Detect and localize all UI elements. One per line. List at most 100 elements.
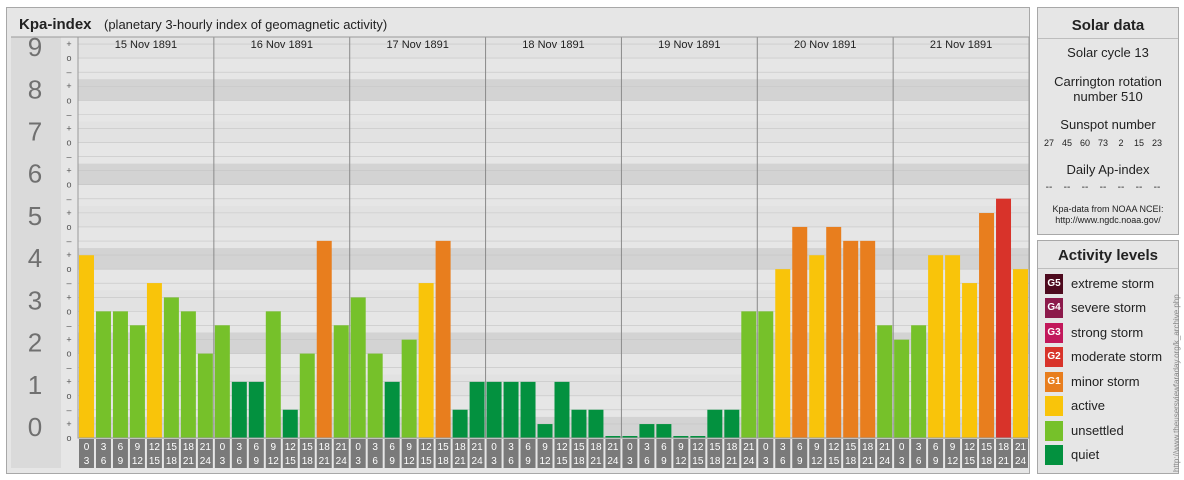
grid-band <box>78 37 1029 59</box>
interval-label-box <box>979 439 995 468</box>
interval-start-label: 3 <box>372 442 378 453</box>
kp-bar <box>690 436 706 438</box>
interval-end-label: 6 <box>916 456 922 467</box>
kp-bar <box>163 297 179 438</box>
interval-label-box <box>996 439 1012 468</box>
interval-label-box <box>639 439 655 468</box>
kp-bar <box>537 424 553 438</box>
daily-ap-value: -- <box>1099 182 1107 193</box>
interval-label-box <box>928 439 944 468</box>
interval-label-box <box>367 439 383 468</box>
activity-levels-panel: Activity levels G5 extreme storm G4 seve… <box>1037 240 1179 474</box>
kp-bar <box>860 240 876 438</box>
interval-end-label: 21 <box>590 456 602 467</box>
interval-label-box <box>656 439 672 468</box>
interval-label-box <box>129 439 145 468</box>
interval-start-label: 18 <box>319 442 331 453</box>
daily-ap-value: -- <box>1045 182 1053 193</box>
interval-label-box <box>486 439 502 468</box>
data-source-line1: Kpa-data from NOAA NCEI: <box>1052 204 1164 214</box>
interval-end-label: 21 <box>726 456 738 467</box>
interval-start-label: 3 <box>644 442 650 453</box>
sub-tick-label: o <box>66 180 71 190</box>
kp-bar <box>95 311 111 438</box>
kp-bar <box>452 409 468 438</box>
legend-label: moderate storm <box>1071 349 1163 364</box>
sub-tick-label: + <box>66 123 71 133</box>
interval-label-box <box>79 439 94 468</box>
sub-tick-label: o <box>66 349 71 359</box>
interval-start-label: 18 <box>726 442 738 453</box>
y-tick-label: 9 <box>28 32 42 62</box>
kp-bar <box>129 325 145 438</box>
interval-start-label: 9 <box>406 442 412 453</box>
kp-bar <box>605 436 621 438</box>
kp-bar <box>843 240 859 438</box>
interval-label-box <box>384 439 400 468</box>
daily-ap-value: -- <box>1153 182 1161 193</box>
y-tick-label: 8 <box>28 74 42 104</box>
interval-start-label: 0 <box>627 442 633 453</box>
sub-tick-label: – <box>66 194 71 204</box>
kp-bar <box>928 255 944 438</box>
day-label: 18 Nov 1891 <box>522 39 584 51</box>
interval-start-label: 12 <box>556 442 568 453</box>
interval-end-label: 9 <box>661 456 667 467</box>
interval-end-label: 12 <box>811 456 823 467</box>
interval-start-label: 9 <box>135 442 141 453</box>
interval-end-label: 9 <box>254 456 260 467</box>
sunspot-number: 27 <box>1043 138 1054 148</box>
y-tick-label: 2 <box>28 328 42 358</box>
interval-start-label: 0 <box>899 442 905 453</box>
interval-start-label: 0 <box>220 442 226 453</box>
sub-tick-label: o <box>66 222 71 232</box>
kp-bar <box>384 381 400 438</box>
interval-end-label: 6 <box>237 456 243 467</box>
activity-title-divider <box>1038 268 1178 269</box>
interval-start-label: 15 <box>438 442 450 453</box>
kp-bar <box>877 325 893 438</box>
interval-end-label: 3 <box>355 456 361 467</box>
interval-start-label: 15 <box>845 442 857 453</box>
kp-bar <box>469 381 485 438</box>
interval-start-label: 0 <box>84 442 90 453</box>
interval-label-box <box>962 439 978 468</box>
legend-label: severe storm <box>1071 300 1147 315</box>
kp-bar <box>571 409 587 438</box>
interval-end-label: 18 <box>981 456 993 467</box>
daily-ap-value: -- <box>1063 182 1071 193</box>
grid-band <box>78 290 1029 312</box>
interval-label-box <box>877 439 893 468</box>
kp-bar <box>146 283 162 438</box>
interval-label-box <box>605 439 621 468</box>
interval-start-label: 0 <box>355 442 361 453</box>
interval-end-label: 3 <box>84 456 90 467</box>
kp-bar <box>1013 269 1028 438</box>
interval-end-label: 12 <box>675 456 687 467</box>
interval-end-label: 3 <box>627 456 633 467</box>
kp-bar <box>282 409 298 438</box>
sub-tick-label: + <box>66 250 71 260</box>
day-label: 17 Nov 1891 <box>386 39 448 51</box>
interval-label-box <box>350 439 366 468</box>
kp-bar <box>622 436 638 438</box>
kp-bar <box>809 255 825 438</box>
kp-bar <box>112 311 128 438</box>
interval-end-label: 18 <box>438 456 450 467</box>
y-tick-label: 1 <box>28 370 42 400</box>
interval-label-box <box>299 439 315 468</box>
kp-bar <box>758 311 774 438</box>
solar-data-title: Solar data <box>1071 17 1145 34</box>
sub-tick-label: – <box>66 236 71 246</box>
interval-end-label: 3 <box>763 456 769 467</box>
interval-label-box <box>741 439 757 468</box>
sub-tick-label: o <box>66 264 71 274</box>
data-source-link[interactable]: http://www.ngdc.noaa.gov/ <box>1055 215 1161 225</box>
interval-label-box <box>520 439 536 468</box>
kp-bar <box>792 226 808 438</box>
interval-label-box <box>843 439 859 468</box>
legend-label: strong storm <box>1071 325 1144 340</box>
sub-tick-label: o <box>66 138 71 148</box>
interval-label-box <box>1013 439 1028 468</box>
